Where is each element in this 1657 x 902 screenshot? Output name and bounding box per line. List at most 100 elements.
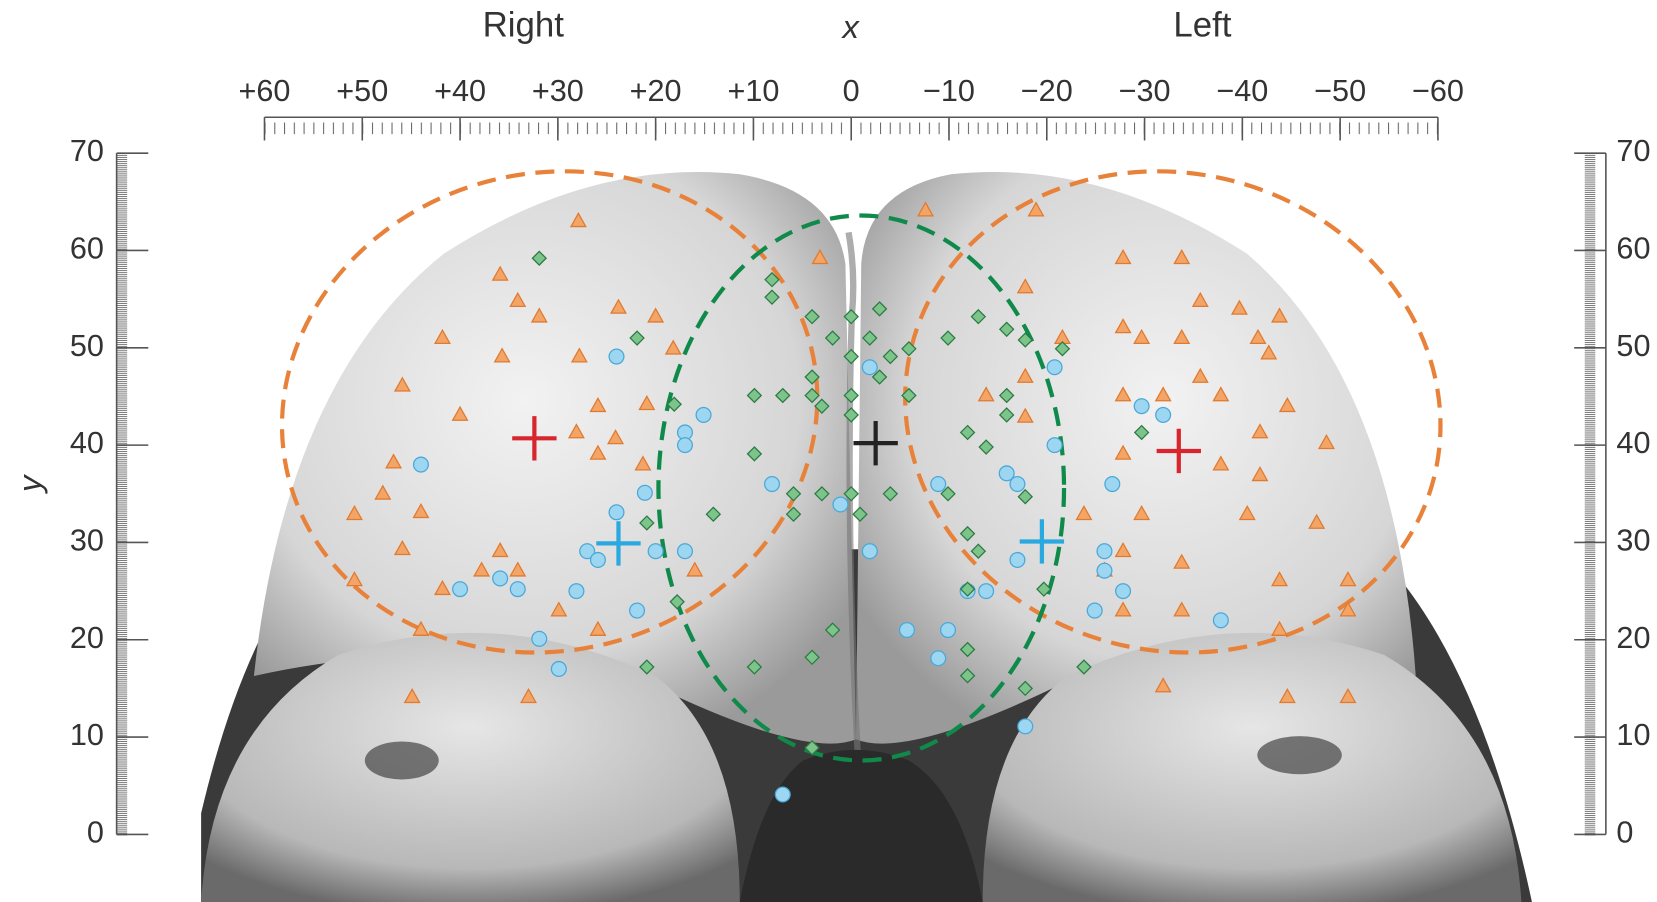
x-tick-label: +30 <box>532 74 584 108</box>
triangle-marker <box>569 212 587 228</box>
diamond-marker <box>1017 332 1034 348</box>
circle-marker <box>1046 437 1063 454</box>
cross-marker <box>512 416 557 461</box>
circle-marker <box>550 660 567 677</box>
diamond-marker <box>1133 424 1150 441</box>
diamond-marker <box>843 387 859 404</box>
circle-marker <box>1115 583 1132 600</box>
y-tick-label: 20 <box>1616 621 1650 655</box>
triangle-marker <box>374 484 392 500</box>
circle-marker <box>608 348 625 365</box>
diamond-marker <box>862 330 878 346</box>
triangle-marker <box>589 396 607 413</box>
diamond-marker <box>843 486 859 502</box>
diamond-marker <box>639 515 655 531</box>
circle-marker <box>998 465 1015 482</box>
triangle-marker <box>1339 687 1357 704</box>
circle-marker <box>589 551 606 568</box>
triangle-marker <box>1154 677 1172 693</box>
x-tick-label: +10 <box>727 74 779 108</box>
circle-marker <box>930 476 947 493</box>
circle-marker <box>1009 476 1026 493</box>
triangle-marker <box>686 561 704 577</box>
annotation: Left <box>1173 6 1231 45</box>
diamond-marker <box>804 387 820 404</box>
diamond-marker <box>970 308 987 325</box>
diamond-marker <box>669 594 685 610</box>
triangle-marker <box>385 453 403 469</box>
triangle-marker <box>1278 687 1296 704</box>
circle-marker <box>531 630 548 647</box>
diamond-marker <box>785 486 802 502</box>
triangle-marker <box>393 540 411 556</box>
triangle-marker <box>451 405 469 421</box>
triangle-marker <box>634 455 652 471</box>
triangle-marker <box>530 307 548 323</box>
diamond-marker <box>785 506 802 522</box>
diamond-marker <box>746 387 763 404</box>
y-tick-label: 60 <box>1616 232 1650 266</box>
triangle-marker <box>412 503 430 519</box>
diamond-marker <box>871 369 888 385</box>
diamond-marker <box>959 668 976 684</box>
circle-marker <box>412 456 429 473</box>
circle-marker <box>1017 718 1034 735</box>
y-tick-label: 30 <box>1616 524 1650 558</box>
circle-marker <box>930 650 947 667</box>
diamond-marker <box>824 330 841 346</box>
triangle-marker <box>509 561 527 577</box>
x-tick-label: 0 <box>843 74 860 108</box>
y-ruler-right <box>1584 153 1607 836</box>
y-ruler-left <box>115 153 128 836</box>
diamond-marker <box>1054 341 1071 357</box>
y-axis-label: y <box>11 473 48 494</box>
triangle-marker <box>1212 455 1230 471</box>
circle-marker <box>1133 398 1150 415</box>
circle-marker <box>492 570 509 587</box>
triangle-marker <box>1230 299 1248 315</box>
circle-marker <box>898 621 915 639</box>
circle-marker <box>568 583 585 600</box>
y-tick-label: 70 <box>70 134 104 168</box>
circle-marker <box>695 406 712 423</box>
triangle-marker <box>1339 571 1357 587</box>
triangle-marker <box>811 249 829 265</box>
diamond-marker <box>998 321 1015 338</box>
y-tick-label: 40 <box>1616 426 1650 460</box>
circle-marker <box>452 581 469 598</box>
diamond-marker <box>901 387 917 404</box>
diamond-marker <box>871 301 888 317</box>
diamond-marker <box>843 308 859 325</box>
circle-marker <box>636 484 653 501</box>
triangle-marker <box>1260 344 1278 360</box>
triangle-marker <box>393 376 411 392</box>
triangle-marker <box>638 395 656 411</box>
triangle-marker <box>1114 444 1132 460</box>
diamond-marker <box>764 271 780 288</box>
triangle-marker <box>570 347 588 363</box>
diamond-marker <box>959 525 976 542</box>
circle-marker <box>676 437 693 454</box>
y-tick-label: 0 <box>87 815 104 849</box>
diamond-marker <box>959 641 976 658</box>
triangle-marker <box>1154 386 1172 402</box>
y-tick-label: 20 <box>70 621 104 655</box>
y-tick-label: 60 <box>70 232 104 266</box>
triangle-marker <box>1251 466 1269 482</box>
circle-marker <box>1009 551 1026 568</box>
triangle-marker <box>1173 249 1191 265</box>
triangle-marker <box>1114 601 1132 617</box>
circle-marker <box>978 583 995 600</box>
x-tick-label: +20 <box>630 74 682 108</box>
triangle-marker <box>1173 328 1191 344</box>
y-tick-label: 50 <box>1616 329 1650 363</box>
diamond-marker <box>1076 659 1092 675</box>
diamond-marker <box>998 407 1015 423</box>
x-axis-label: x <box>840 8 860 45</box>
diamond-marker <box>814 398 830 414</box>
diamond-marker <box>629 330 645 346</box>
diamond-marker <box>531 250 548 267</box>
diamond-marker <box>666 396 682 413</box>
triangle-marker <box>433 328 451 344</box>
